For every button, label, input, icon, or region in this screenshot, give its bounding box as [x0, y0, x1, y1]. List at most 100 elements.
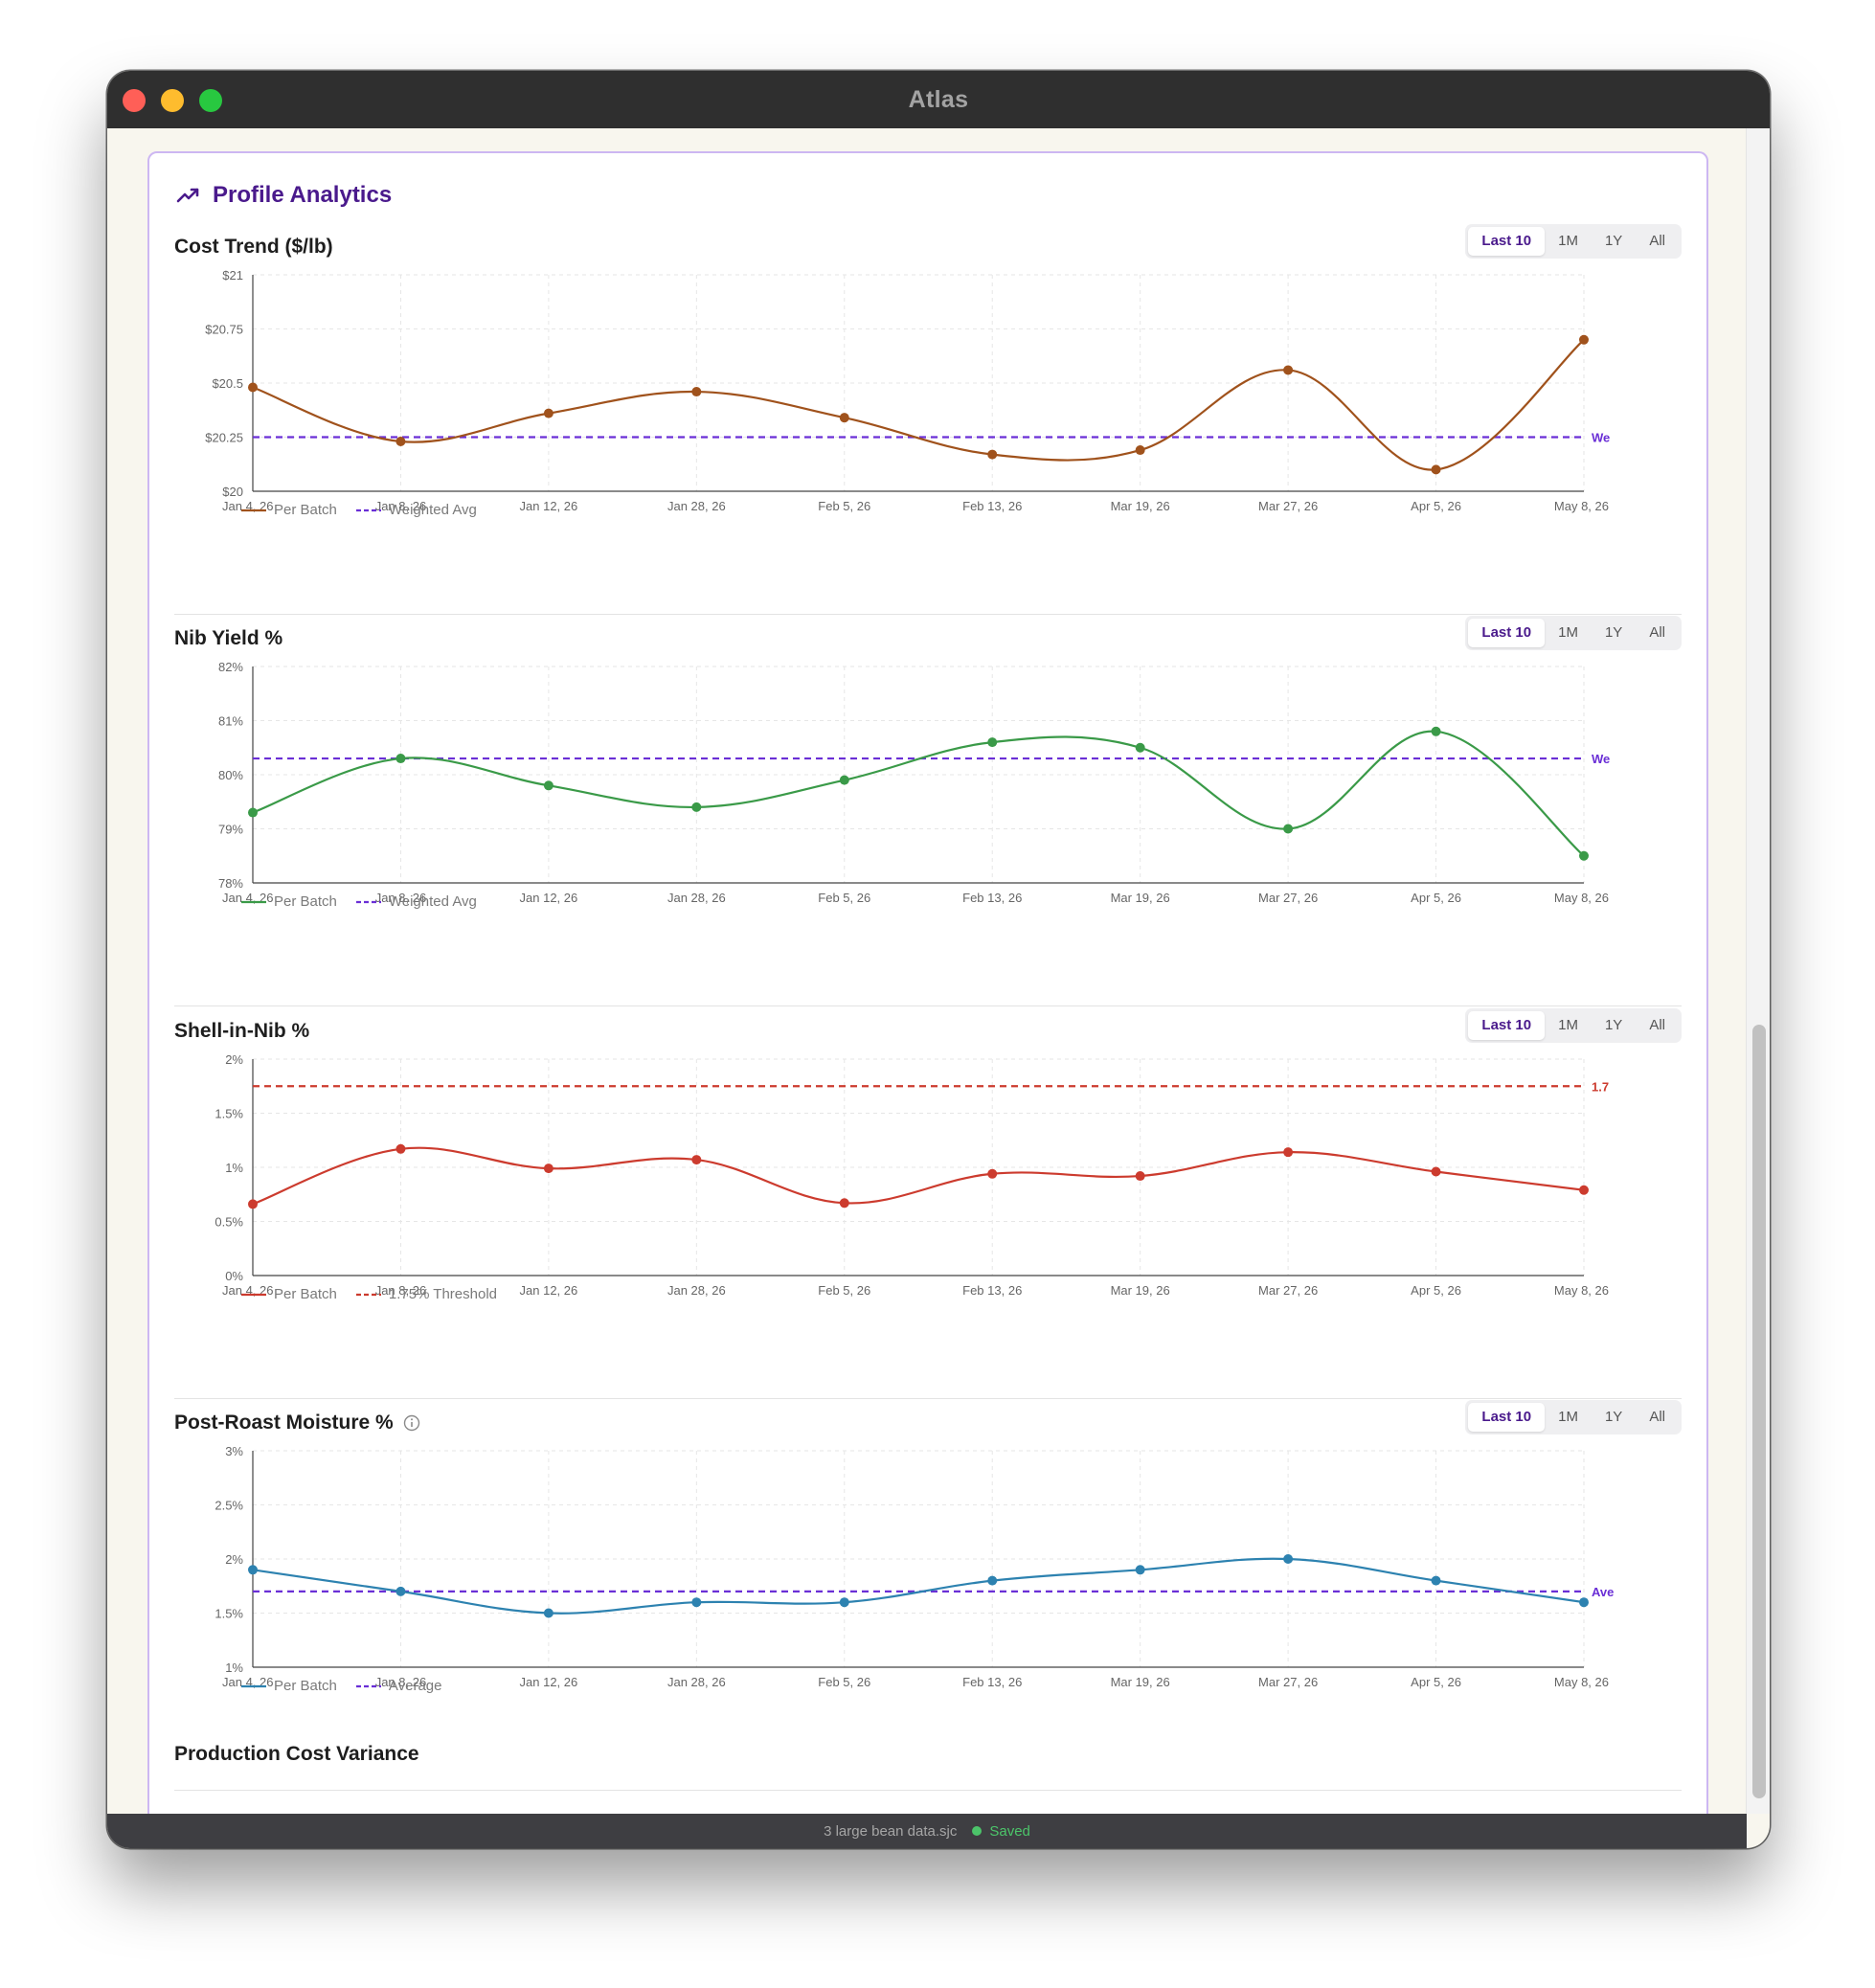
trending-up-icon — [176, 188, 199, 203]
data-point — [543, 1163, 553, 1174]
legend-swatch — [355, 508, 381, 511]
chart-legend: Per Batch Weighted Avg — [241, 502, 477, 518]
range-button-1y[interactable]: 1Y — [1604, 233, 1623, 249]
y-tick-label: 1.5% — [215, 1607, 243, 1621]
x-tick-label: Feb 5, 26 — [818, 891, 870, 905]
data-point — [248, 1199, 258, 1209]
data-point — [987, 1168, 998, 1179]
status-bar: 3 large bean data.sjc Saved — [107, 1814, 1747, 1848]
legend-swatch — [241, 900, 266, 903]
save-status: Saved — [972, 1823, 1030, 1840]
time-range-selector: Last 10 1M 1Y All — [1465, 616, 1682, 650]
data-point — [691, 1155, 702, 1165]
legend-item-series: Per Batch — [241, 893, 337, 910]
legend-item-reference: Weighted Avg — [355, 893, 477, 910]
legend-label: Per Batch — [274, 1678, 337, 1694]
profile-analytics-panel: Profile Analytics Cost Trend ($/lb) Last … — [147, 151, 1708, 1814]
range-button-last-10[interactable]: Last 10 — [1468, 1011, 1546, 1040]
chart-title: Nib Yield % — [174, 627, 282, 650]
x-tick-label: Feb 5, 26 — [818, 499, 870, 513]
chart-card: Post-Roast Moisture % Last 10 1M 1Y All 1% 1.5… — [174, 1400, 1682, 1791]
y-tick-label: 0.5% — [215, 1215, 243, 1230]
range-button-all[interactable]: All — [1649, 624, 1665, 641]
data-point — [1579, 850, 1589, 861]
y-tick-label: 3% — [225, 1444, 243, 1458]
close-window-button[interactable] — [123, 89, 146, 112]
x-tick-label: Apr 5, 26 — [1411, 1675, 1461, 1689]
x-tick-label: May 8, 26 — [1554, 1283, 1609, 1298]
data-point — [1283, 1554, 1294, 1564]
data-point — [1283, 365, 1294, 375]
main-content: Profile Analytics Cost Trend ($/lb) Last … — [107, 128, 1747, 1814]
y-tick-label: 81% — [218, 714, 243, 729]
data-point — [691, 387, 702, 397]
range-button-last-10[interactable]: Last 10 — [1468, 619, 1546, 647]
range-button-1m[interactable]: 1M — [1558, 233, 1578, 249]
legend-label: 1.75% Threshold — [388, 1286, 498, 1302]
x-tick-label: Mar 19, 26 — [1111, 1283, 1170, 1298]
chart-title: Shell-in-Nib % — [174, 1020, 309, 1043]
chart-card: Nib Yield % Last 10 1M 1Y All 78% 79% 80% 81% 82%… — [174, 616, 1682, 1006]
reference-line-label: Ave — [1592, 1585, 1614, 1599]
range-button-1m[interactable]: 1M — [1558, 1409, 1578, 1425]
range-button-last-10[interactable]: Last 10 — [1468, 1403, 1546, 1432]
data-point — [1431, 1575, 1441, 1586]
data-point — [1579, 1597, 1589, 1608]
save-status-label: Saved — [989, 1822, 1030, 1840]
x-tick-label: Feb 13, 26 — [962, 499, 1022, 513]
range-button-1m[interactable]: 1M — [1558, 1017, 1578, 1033]
time-range-selector: Last 10 1M 1Y All — [1465, 1008, 1682, 1043]
minimize-window-button[interactable] — [161, 89, 184, 112]
scrollbar[interactable] — [1746, 128, 1770, 1814]
range-button-1y[interactable]: 1Y — [1604, 1017, 1623, 1033]
legend-item-reference: 1.75% Threshold — [355, 1286, 498, 1302]
x-tick-label: Feb 5, 26 — [818, 1675, 870, 1689]
y-tick-label: $20.25 — [205, 431, 243, 445]
range-button-1y[interactable]: 1Y — [1604, 1409, 1623, 1425]
y-tick-label: 78% — [218, 876, 243, 891]
data-point — [1283, 824, 1294, 834]
range-button-1y[interactable]: 1Y — [1604, 624, 1623, 641]
range-button-all[interactable]: All — [1649, 233, 1665, 249]
range-button-all[interactable]: All — [1649, 1409, 1665, 1425]
data-point — [691, 1597, 702, 1608]
series-line — [252, 338, 1585, 471]
info-icon[interactable] — [403, 1414, 420, 1432]
section-divider — [174, 1005, 1682, 1006]
data-point — [248, 807, 258, 818]
data-point — [1431, 726, 1441, 736]
x-tick-label: Feb 5, 26 — [818, 1283, 870, 1298]
range-button-1m[interactable]: 1M — [1558, 624, 1578, 641]
x-tick-label: Jan 28, 26 — [667, 1283, 726, 1298]
x-tick-label: Apr 5, 26 — [1411, 1283, 1461, 1298]
x-tick-label: Mar 27, 26 — [1258, 1283, 1318, 1298]
data-point — [1579, 1185, 1589, 1195]
range-button-all[interactable]: All — [1649, 1017, 1665, 1033]
app-window: Atlas Profile Analytics Cost Trend ($/lb… — [107, 71, 1770, 1848]
x-tick-label: Mar 27, 26 — [1258, 499, 1318, 513]
window-title: Atlas — [908, 86, 969, 113]
x-tick-label: Mar 19, 26 — [1111, 499, 1170, 513]
y-tick-label: 0% — [225, 1269, 243, 1283]
y-tick-label: $20 — [222, 485, 243, 499]
y-tick-label: 79% — [218, 823, 243, 837]
panel-header: Profile Analytics — [176, 182, 392, 209]
legend-label: Per Batch — [274, 1286, 337, 1302]
data-point — [1135, 1565, 1145, 1575]
legend-label: Weighted Avg — [388, 502, 477, 518]
line-chart: 1%1.5%2%2.5%3%Jan 4, 26 Jan 8, 26 Jan 12, … — [215, 1444, 1614, 1689]
range-button-last-10[interactable]: Last 10 — [1468, 227, 1546, 256]
data-point — [1283, 1147, 1294, 1158]
data-point — [248, 1565, 258, 1575]
chart-title: Cost Trend ($/lb) — [174, 236, 333, 259]
chart-title: Post-Roast Moisture % — [174, 1412, 420, 1435]
filename-label: 3 large bean data.sjc — [824, 1822, 958, 1840]
data-point — [839, 1597, 849, 1608]
x-tick-label: Jan 28, 26 — [667, 1675, 726, 1689]
maximize-window-button[interactable] — [199, 89, 222, 112]
scrollbar-thumb[interactable] — [1752, 1025, 1766, 1798]
x-tick-label: Jan 28, 26 — [667, 891, 726, 905]
x-tick-label: Mar 27, 26 — [1258, 891, 1318, 905]
legend-item-series: Per Batch — [241, 1286, 337, 1302]
production-cost-variance-title: Production Cost Variance — [174, 1743, 419, 1765]
